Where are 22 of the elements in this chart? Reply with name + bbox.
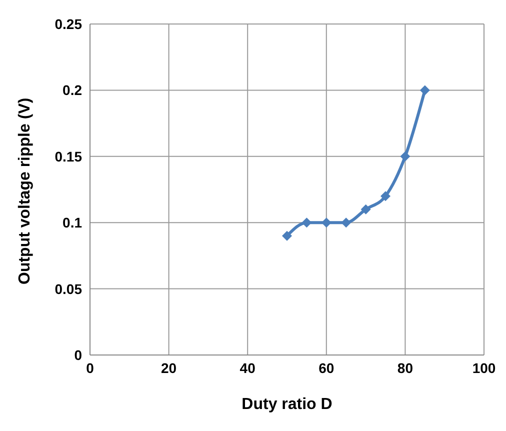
x-tick-label: 40 [240, 360, 256, 376]
point [380, 191, 390, 202]
point [360, 204, 371, 214]
y-tick-label: 0.1 [62, 214, 82, 231]
y-tick-label: 0.05 [54, 280, 82, 297]
y-tick-label: 0.25 [54, 16, 82, 32]
point [400, 151, 410, 162]
y-axis-title: Output voltage ripple (V) [16, 98, 34, 284]
point [341, 218, 352, 228]
y-tick-label: 0.2 [62, 82, 82, 98]
x-axis-title: Duty ratio D [242, 396, 332, 413]
x-tick-label: 20 [161, 360, 177, 376]
point [420, 85, 430, 96]
x-tick-label: 0 [86, 360, 94, 376]
point [282, 230, 292, 241]
point [302, 218, 312, 228]
x-tick-label: 100 [472, 360, 496, 376]
x-tick-label: 60 [318, 360, 334, 376]
x-tick-label: 80 [397, 360, 414, 376]
y-tick-label: 0 [74, 346, 82, 363]
point [321, 218, 332, 228]
y-tick-label: 0.15 [54, 148, 82, 164]
